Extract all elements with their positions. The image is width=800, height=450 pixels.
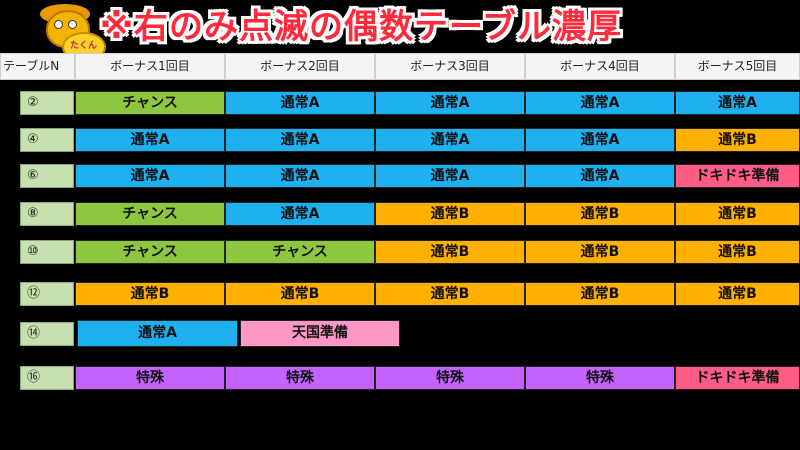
- table-cell: 通常A: [77, 320, 238, 347]
- row-label: ④: [20, 128, 74, 152]
- table-cell: 通常B: [375, 202, 525, 226]
- table-cell: 通常B: [525, 240, 675, 264]
- table-cell: 通常B: [375, 240, 525, 264]
- row-label: ⑩: [20, 240, 74, 264]
- table-cell: ドキドキ準備: [675, 366, 800, 390]
- table-cell: 特殊: [75, 366, 225, 390]
- mascot-logo: たくん: [38, 4, 108, 62]
- table-cell: チャンス: [75, 240, 225, 264]
- table-cell: 通常A: [375, 164, 525, 188]
- row-label: ⑥: [20, 164, 74, 188]
- table-cell: 通常B: [675, 240, 800, 264]
- table-cell: 特殊: [225, 366, 375, 390]
- header-bonus-4: ボーナス4回目: [525, 53, 675, 80]
- table-cell: 通常A: [525, 128, 675, 152]
- table-cell: 通常A: [225, 128, 375, 152]
- table-cell: チャンス: [75, 91, 225, 115]
- table-cell: 通常A: [525, 91, 675, 115]
- table-cell: 通常B: [75, 282, 225, 306]
- row-label: ②: [20, 91, 74, 115]
- table-cell: 特殊: [375, 366, 525, 390]
- table-cell: 通常B: [375, 282, 525, 306]
- table-cell: ドキドキ準備: [675, 164, 800, 188]
- table-cell: 通常A: [375, 128, 525, 152]
- table-cell: 通常A: [75, 164, 225, 188]
- table-cell: 通常A: [675, 91, 800, 115]
- table-cell: 通常B: [675, 202, 800, 226]
- row-label: ⑧: [20, 202, 74, 226]
- row-label: ⑭: [20, 322, 74, 346]
- table-cell: 通常B: [525, 282, 675, 306]
- header-bonus-5: ボーナス5回目: [675, 53, 800, 80]
- table-cell: 通常B: [525, 202, 675, 226]
- header-table-no: テーブルN: [0, 53, 75, 80]
- table-cell: 通常A: [225, 91, 375, 115]
- table-cell: チャンス: [225, 240, 375, 264]
- table-cell: チャンス: [75, 202, 225, 226]
- table-cell: 通常A: [225, 164, 375, 188]
- table-cell: 天国準備: [240, 320, 400, 347]
- header-bonus-3: ボーナス3回目: [375, 53, 525, 80]
- header-bonus-2: ボーナス2回目: [225, 53, 375, 80]
- table-cell: 通常A: [75, 128, 225, 152]
- page-title: ※右のみ点滅の偶数テーブル濃厚: [100, 7, 623, 47]
- table-cell: 通常B: [675, 128, 800, 152]
- header-bonus-1: ボーナス1回目: [75, 53, 225, 80]
- table-cell: 通常B: [225, 282, 375, 306]
- table-cell: 通常A: [375, 91, 525, 115]
- table-cell: 通常B: [675, 282, 800, 306]
- table-cell: 特殊: [525, 366, 675, 390]
- mascot-label: たくん: [70, 41, 98, 51]
- row-label: ⑯: [20, 366, 74, 390]
- row-label: ⑫: [20, 282, 74, 306]
- table-cell: 通常A: [225, 202, 375, 226]
- table-cell: 通常A: [525, 164, 675, 188]
